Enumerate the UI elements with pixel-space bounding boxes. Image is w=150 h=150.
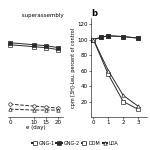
X-axis label: e (day): e (day) [26,125,45,130]
Text: superassembly: superassembly [20,13,63,18]
Y-axis label: cpm [3H]-Leu, percent of control: cpm [3H]-Leu, percent of control [71,27,76,108]
Legend: GNG-1, GNG-2, DDM, LDA: GNG-1, GNG-2, DDM, LDA [30,139,120,148]
Text: b: b [91,9,97,18]
